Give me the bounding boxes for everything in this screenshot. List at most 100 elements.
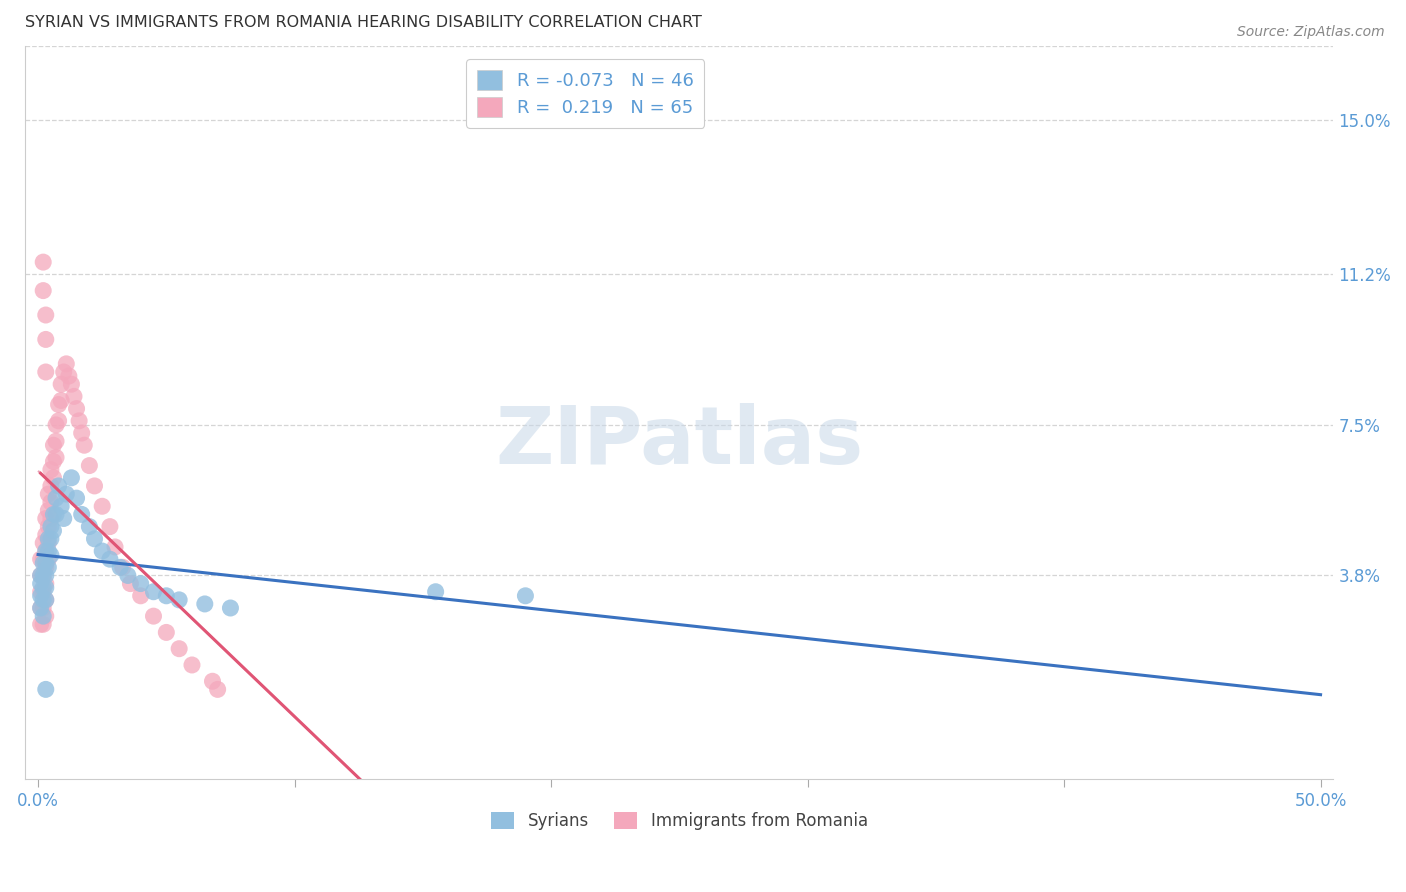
Point [37,532,59,546]
Point [35,544,58,558]
Point [129,589,152,603]
Point [32,255,55,269]
Point [142,584,165,599]
Point [35,576,58,591]
Point [98,552,121,566]
Point [45,508,67,522]
Point [51,377,73,392]
Point [32,581,55,595]
Point [55,487,77,501]
Point [52,511,75,525]
Point [30,589,52,603]
Point [42,454,65,468]
Point [515,589,537,603]
Point [167,641,190,656]
Point [30,584,52,599]
Point [45,434,67,449]
Point [129,576,152,591]
Point [142,609,165,624]
Text: SYRIAN VS IMMIGRANTS FROM ROMANIA HEARING DISABILITY CORRELATION CHART: SYRIAN VS IMMIGRANTS FROM ROMANIA HEARIN… [25,15,702,30]
Point [35,365,58,379]
Point [55,357,77,371]
Point [32,609,55,624]
Point [30,568,52,582]
Point [194,597,217,611]
Point [39,479,62,493]
Point [70,508,93,522]
Point [67,414,90,428]
Point [30,576,52,591]
Point [42,438,65,452]
Point [167,592,190,607]
Point [35,560,58,574]
Point [52,365,75,379]
Point [35,592,58,607]
Point [32,552,55,566]
Point [32,592,55,607]
Point [35,609,58,624]
Point [91,500,114,514]
Point [98,519,121,533]
Point [32,556,55,570]
Point [45,417,67,432]
Point [35,333,58,347]
Point [425,584,447,599]
Point [35,592,58,607]
Point [30,552,52,566]
Text: Source: ZipAtlas.com: Source: ZipAtlas.com [1237,25,1385,39]
Point [48,479,70,493]
Point [39,548,62,562]
Point [35,308,58,322]
Point [35,544,58,558]
Point [51,500,73,514]
Point [30,617,52,632]
Point [32,284,55,298]
Point [35,682,58,697]
Point [30,601,52,615]
Point [79,458,101,473]
Point [42,508,65,522]
Point [35,511,58,525]
Point [79,519,101,533]
Point [37,536,59,550]
Point [42,524,65,538]
Point [30,568,52,582]
Point [32,584,55,599]
Point [207,682,229,697]
Point [83,532,105,546]
Point [108,560,131,574]
Point [117,568,139,582]
Point [91,544,114,558]
Point [39,519,62,533]
Text: ZIPatlas: ZIPatlas [495,403,863,481]
Point [70,425,93,440]
Point [37,552,59,566]
Point [51,393,73,408]
Point [73,438,96,452]
Point [37,544,59,558]
Point [111,560,134,574]
Point [37,560,59,574]
Point [35,581,58,595]
Point [155,589,177,603]
Legend: Syrians, Immigrants from Romania: Syrians, Immigrants from Romania [484,805,875,837]
Point [39,511,62,525]
Point [219,601,242,615]
Point [42,471,65,485]
Point [48,398,70,412]
Point [58,369,80,384]
Point [37,487,59,501]
Point [104,540,127,554]
Point [65,491,87,505]
Point [63,389,86,403]
Point [39,495,62,509]
Point [45,450,67,465]
Point [32,536,55,550]
Point [120,576,142,591]
Point [48,414,70,428]
Point [201,674,224,689]
Point [37,503,59,517]
Point [60,377,83,392]
Point [37,519,59,533]
Point [39,463,62,477]
